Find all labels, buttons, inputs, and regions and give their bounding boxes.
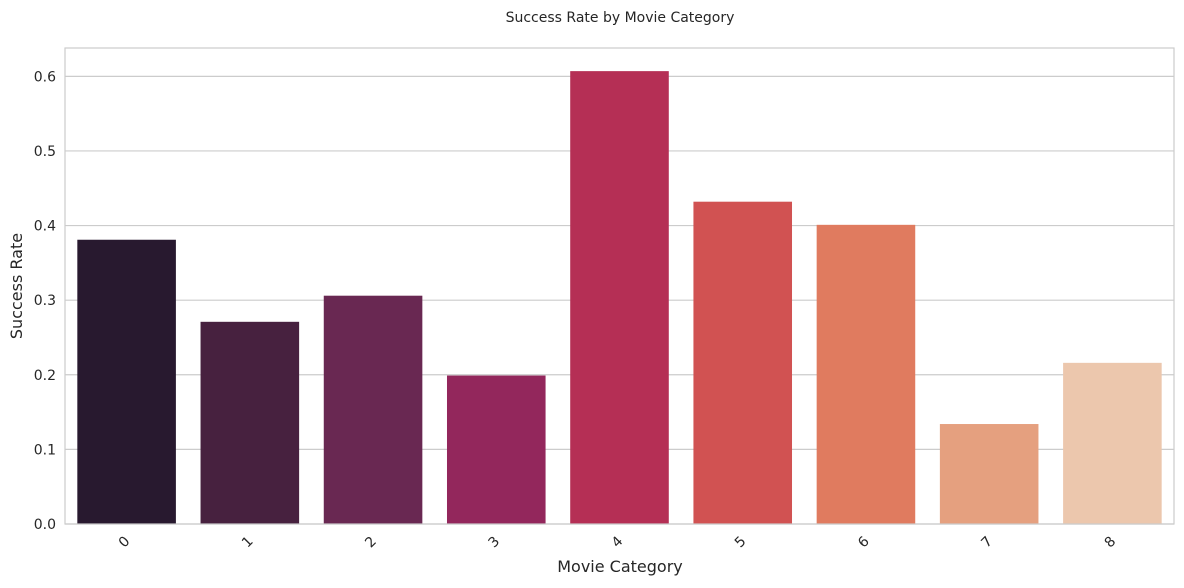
y-tick-label: 0.5: [34, 144, 56, 160]
x-tick-label: 2: [362, 534, 380, 552]
x-tick-label: 6: [855, 533, 873, 551]
y-tick-label: 0.3: [34, 293, 56, 309]
bar-3: [446, 375, 546, 524]
x-tick-label: 3: [485, 534, 503, 552]
bar-8: [1063, 362, 1162, 524]
y-tick-label: 0.2: [34, 368, 56, 384]
bar-1: [200, 321, 300, 524]
x-tick-label: 7: [978, 534, 996, 552]
x-tick-label: 5: [732, 534, 750, 552]
bar-7: [939, 424, 1039, 524]
plot-frame: [64, 47, 1175, 525]
x-tick-labels: 0 1 2 3 4 5 6 7 8: [116, 533, 1119, 551]
bar-0: [77, 239, 176, 524]
bar-4: [570, 71, 669, 524]
x-tick-label: 0: [116, 534, 134, 552]
bars: [77, 71, 1162, 524]
chart-title: Success Rate by Movie Category: [506, 10, 735, 26]
x-tick-label: 8: [1102, 534, 1120, 552]
x-tick-label: 4: [609, 533, 627, 551]
y-tick-label: 0.0: [34, 517, 56, 533]
x-axis-label: Movie Category: [557, 557, 683, 576]
y-axis-label: Success Rate: [7, 233, 26, 339]
y-tick-label: 0.4: [34, 219, 56, 235]
bar-6: [816, 224, 916, 524]
bar-2: [323, 295, 423, 524]
bar-5: [693, 201, 793, 524]
x-tick-label: 1: [239, 534, 257, 552]
y-tick-labels: 0.0 0.1 0.2 0.3 0.4 0.5 0.6: [34, 69, 56, 533]
y-tick-label: 0.1: [34, 442, 56, 458]
y-tick-label: 0.6: [34, 69, 56, 85]
